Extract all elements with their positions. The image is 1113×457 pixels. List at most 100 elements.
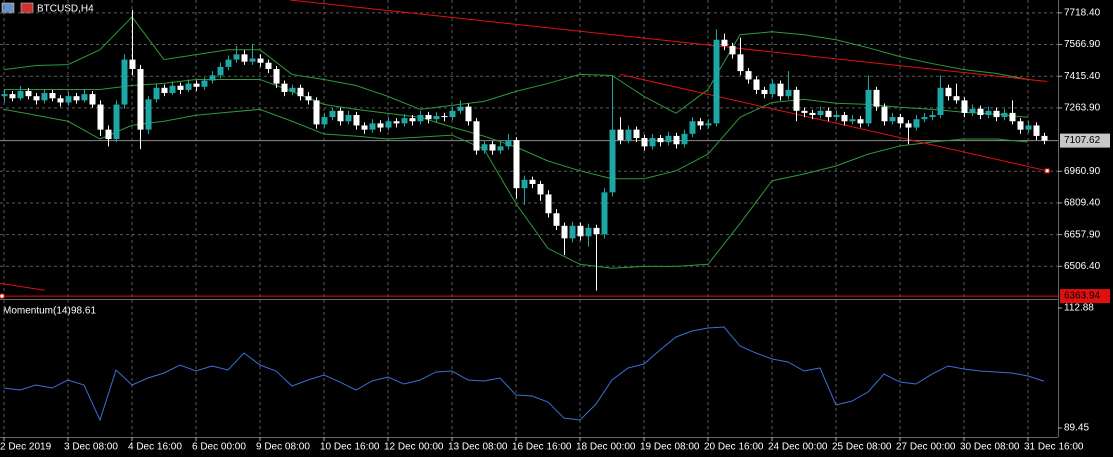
x-tick-label: 13 Dec 08:00	[448, 442, 508, 453]
candle-body	[289, 87, 296, 92]
candle-body	[641, 138, 648, 147]
candle-body	[705, 123, 712, 126]
candle-body	[73, 96, 80, 101]
y-tick-label: 7566.90	[1064, 39, 1101, 50]
candle-body	[393, 121, 400, 124]
x-tick-label: 31 Dec 16:00	[1024, 442, 1084, 453]
chart-title: BTCUSD,H4	[37, 4, 94, 15]
candle-body	[273, 69, 280, 84]
candle-body	[961, 100, 968, 113]
candle-body	[937, 87, 944, 115]
candle-body	[985, 110, 992, 115]
candle-body	[193, 83, 200, 87]
candle-body	[49, 93, 56, 99]
candle-body	[865, 89, 872, 124]
candle-body	[737, 54, 744, 72]
x-tick-label: 20 Dec 16:00	[704, 442, 764, 453]
candle-body	[377, 123, 384, 128]
candle-body	[409, 118, 416, 122]
candle-body	[281, 83, 288, 92]
candle-body	[649, 138, 656, 147]
candle-body	[833, 115, 840, 118]
candle-body	[105, 129, 112, 140]
x-tick-label: 27 Dec 00:00	[896, 442, 956, 453]
candle-body	[329, 110, 336, 118]
candle-body	[361, 125, 368, 130]
candle-body	[969, 108, 976, 113]
candle-body	[609, 129, 616, 193]
candle-body	[337, 110, 344, 122]
candle-body	[81, 94, 88, 101]
candle-body	[145, 99, 152, 130]
candle-body	[481, 144, 488, 151]
trendline-handle	[1044, 168, 1050, 174]
candle-body	[561, 225, 568, 239]
candle-body	[57, 98, 64, 103]
candle-body	[9, 94, 16, 99]
candle-body	[873, 89, 880, 107]
level-box	[1060, 289, 1110, 304]
candle-body	[897, 117, 904, 124]
candle-body	[689, 121, 696, 134]
candle-body	[465, 106, 472, 122]
candle-body	[401, 118, 408, 124]
candle-body	[457, 106, 464, 111]
candle-body	[1017, 121, 1024, 130]
candle-body	[553, 213, 560, 226]
candle-body	[825, 110, 832, 118]
x-tick-label: 18 Dec 00:00	[576, 442, 636, 453]
y-tick-label: 6960.90	[1064, 166, 1101, 177]
candle-body	[33, 96, 40, 101]
candle-body	[217, 66, 224, 76]
candle-body	[129, 59, 136, 69]
candle-body	[169, 85, 176, 94]
candle-body	[745, 71, 752, 80]
candle-body	[113, 104, 120, 140]
candle-body	[297, 87, 304, 97]
candle-body	[441, 116, 448, 118]
candle-body	[577, 225, 584, 237]
candle-body	[537, 184, 544, 195]
candle-body	[425, 115, 432, 120]
candle-body	[265, 62, 272, 69]
y-tick-label: 6809.40	[1064, 198, 1101, 209]
y-tick-label: 112.88	[1064, 303, 1094, 314]
candle-body	[529, 179, 536, 184]
candle-body	[857, 119, 864, 124]
candle-body	[881, 106, 888, 122]
candle-body	[449, 110, 456, 118]
candle-body	[17, 90, 24, 99]
x-tick-label: 9 Dec 08:00	[256, 442, 310, 453]
candle-body	[89, 94, 96, 105]
candle-body	[913, 119, 920, 128]
candle-body	[569, 225, 576, 239]
candle-body	[625, 129, 632, 141]
y-tick-label: 6506.40	[1064, 261, 1101, 272]
current-price-label: 7107.62	[1064, 135, 1101, 146]
y-tick-label: 7415.40	[1064, 71, 1101, 82]
candle-body	[385, 121, 392, 128]
candle-body	[777, 83, 784, 97]
candle-body	[801, 110, 808, 113]
candle-body	[977, 108, 984, 115]
candle-body	[225, 59, 232, 67]
y-tick-label: 89.45	[1064, 423, 1089, 434]
level-label: 6363.94	[1064, 291, 1101, 302]
candle-body	[1, 94, 8, 97]
candle-body	[257, 58, 264, 63]
candle-body	[785, 89, 792, 97]
candle-body	[121, 59, 128, 105]
candle-body	[809, 112, 816, 115]
trendline	[289, 0, 1048, 83]
candle-body	[433, 116, 440, 120]
candle-body	[761, 89, 768, 95]
x-tick-label: 6 Dec 00:00	[192, 442, 246, 453]
candle-body	[521, 179, 528, 189]
candle-body	[153, 87, 160, 100]
candle-body	[321, 117, 328, 125]
candle-body	[233, 54, 240, 60]
candle-body	[793, 89, 800, 111]
candle-body	[585, 227, 592, 237]
candle-body	[905, 123, 912, 128]
